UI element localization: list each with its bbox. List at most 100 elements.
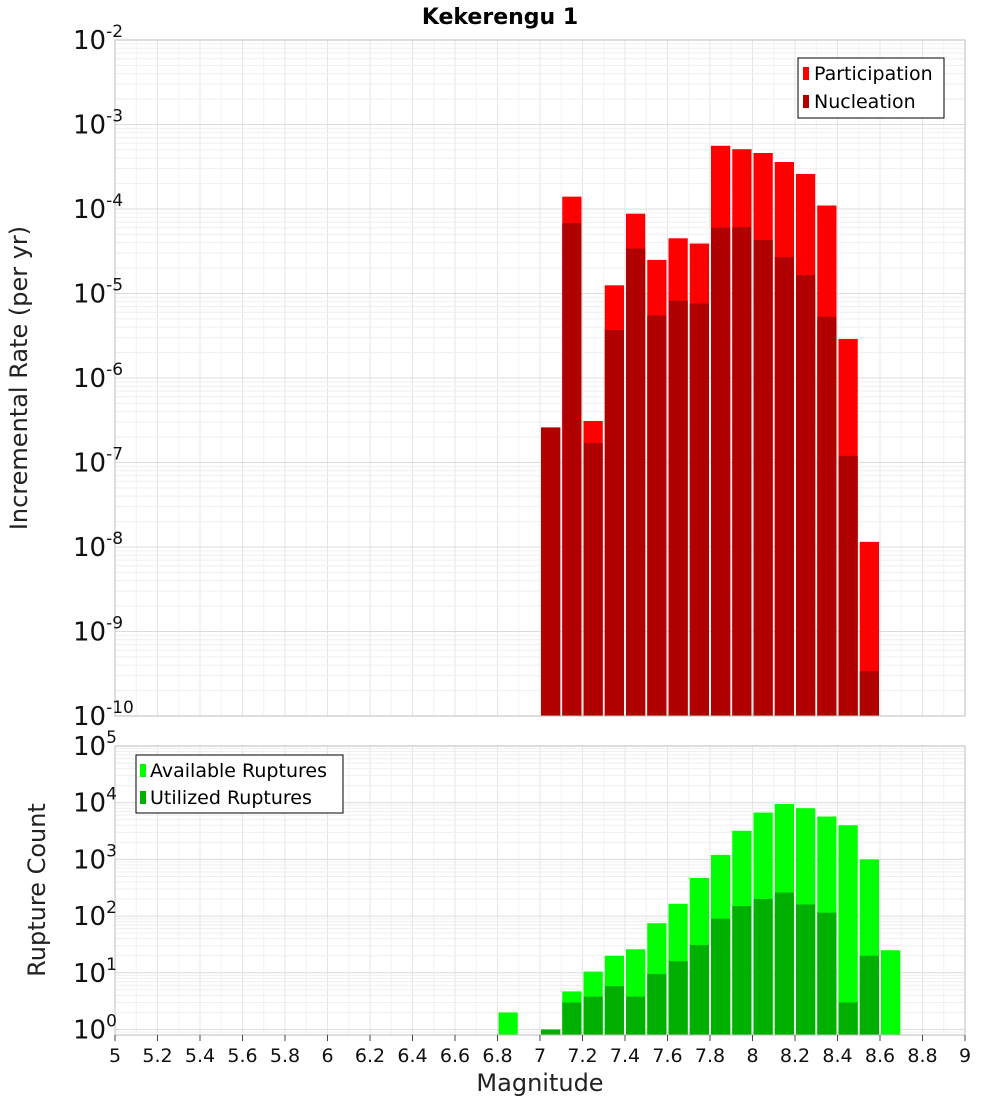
y-tick-label: 100 (73, 1012, 117, 1046)
rupture-bar-series2 (859, 955, 879, 1035)
y-tick-base: 10 (73, 959, 106, 989)
y-tick-base: 10 (73, 449, 106, 479)
x-tick-label: 8 (746, 1045, 758, 1067)
y-tick-base: 10 (73, 195, 106, 225)
participation-bar-series2 (711, 227, 731, 716)
participation-swatch (803, 67, 809, 80)
bottom-bars (498, 803, 901, 1035)
utilized-swatch (140, 791, 146, 804)
participation-bar-series2 (774, 257, 794, 716)
participation-bar-series2 (796, 275, 816, 716)
y-tick-exponent: -3 (106, 107, 123, 127)
x-tick-label: 5 (109, 1045, 121, 1067)
x-tick-label: 6.4 (397, 1045, 427, 1067)
y-tick-base: 10 (73, 702, 106, 732)
x-tick-label: 8.8 (907, 1045, 937, 1067)
y-tick-exponent: -2 (106, 22, 123, 42)
y-tick-label: 10-7 (73, 445, 123, 479)
top-bars (541, 145, 879, 717)
chart-title: Kekerengu 1 (422, 5, 578, 30)
rupture-bar-series2 (583, 996, 603, 1035)
participation-bar-series2 (817, 316, 837, 716)
y-tick-label: 10-4 (73, 191, 123, 225)
x-tick-label: 7 (534, 1045, 546, 1067)
participation-bar-series2 (838, 455, 858, 716)
y-tick-base: 10 (73, 618, 106, 648)
participation-bar-series2 (859, 671, 879, 716)
participation-bar-series2 (583, 443, 603, 716)
top-grid (114, 39, 966, 717)
y-tick-exponent: 5 (106, 728, 117, 748)
x-tick-label: 5.2 (142, 1045, 172, 1067)
x-tick-label: 9 (959, 1045, 971, 1067)
y-tick-label: 10-2 (73, 22, 123, 56)
participation-bar-series2 (753, 239, 773, 716)
y-tick-label: 10-9 (73, 614, 123, 648)
available-legend-label: Available Ruptures (150, 760, 327, 782)
rupture-bar-series2 (626, 996, 646, 1035)
y-tick-exponent: 1 (106, 955, 117, 975)
y-tick-exponent: -4 (106, 191, 123, 211)
y-tick-label: 10-8 (73, 529, 123, 563)
y-tick-exponent: -6 (106, 360, 123, 380)
rupture-bar-series1 (881, 950, 901, 1035)
participation-bar-series2 (647, 315, 667, 716)
x-tick-label: 6.8 (482, 1045, 512, 1067)
y-tick-base: 10 (73, 533, 106, 563)
nucleation-legend-label: Nucleation (814, 91, 916, 113)
rupture-bar-series2 (647, 974, 667, 1035)
x-tick-label: 5.8 (270, 1045, 300, 1067)
y-tick-base: 10 (73, 364, 106, 394)
x-tick-label: 6 (321, 1045, 333, 1067)
participation-bar-series2 (562, 223, 582, 716)
rupture-bar-series2 (796, 904, 816, 1035)
rupture-bar-series1 (498, 1012, 518, 1035)
participation-bar-series2 (604, 329, 624, 716)
rupture-bar-series2 (711, 918, 731, 1035)
y-tick-base: 10 (73, 111, 106, 141)
participation-bar-series2 (626, 248, 646, 716)
top-y-ticks: 10-210-310-410-510-610-710-810-910-10 (73, 22, 134, 732)
top-plot-frame (114, 39, 966, 717)
y-tick-label: 102 (73, 898, 117, 932)
y-tick-base: 10 (73, 280, 106, 310)
y-tick-base: 10 (73, 845, 106, 875)
rupture-bar-series2 (817, 912, 837, 1035)
rupture-bar-series2 (753, 899, 773, 1035)
participation-bar-series2 (732, 227, 752, 716)
x-axis-title: Magnitude (476, 1069, 603, 1097)
bottom-legend: Available Ruptures Utilized Ruptures (135, 754, 344, 814)
rupture-bar-series2 (604, 986, 624, 1035)
x-tick-label: 7.2 (567, 1045, 597, 1067)
rupture-bar-series2 (562, 1002, 582, 1035)
y-tick-label: 103 (73, 841, 117, 875)
x-tick-label: 8.4 (822, 1045, 852, 1067)
y-tick-label: 10-5 (73, 276, 123, 310)
x-tick-label: 5.4 (185, 1045, 215, 1067)
y-tick-label: 10-6 (73, 360, 123, 394)
y-tick-base: 10 (73, 26, 106, 56)
x-tick-label: 7.4 (610, 1045, 640, 1067)
y-tick-exponent: 3 (106, 841, 117, 861)
x-tick-label: 6.2 (355, 1045, 385, 1067)
top-y-axis-title: Incremental Rate (per yr) (5, 226, 33, 530)
x-tick-label: 7.8 (695, 1045, 725, 1067)
top-legend-box (797, 57, 945, 119)
rupture-bar-series2 (732, 906, 752, 1035)
bottom-legend-box (135, 754, 344, 814)
y-tick-base: 10 (73, 1016, 106, 1046)
rupture-bar-series2 (774, 892, 794, 1035)
y-tick-label: 10-10 (73, 698, 134, 732)
top-legend: Participation Nucleation (797, 57, 945, 119)
y-tick-label: 104 (73, 785, 117, 819)
participation-legend-label: Participation (814, 63, 933, 85)
y-tick-exponent: -5 (106, 276, 123, 296)
available-swatch (140, 764, 146, 777)
x-tick-label: 8.6 (865, 1045, 895, 1067)
x-tick-label: 6.6 (440, 1045, 470, 1067)
rupture-bar-series2 (541, 1029, 561, 1035)
y-tick-base: 10 (73, 789, 106, 819)
